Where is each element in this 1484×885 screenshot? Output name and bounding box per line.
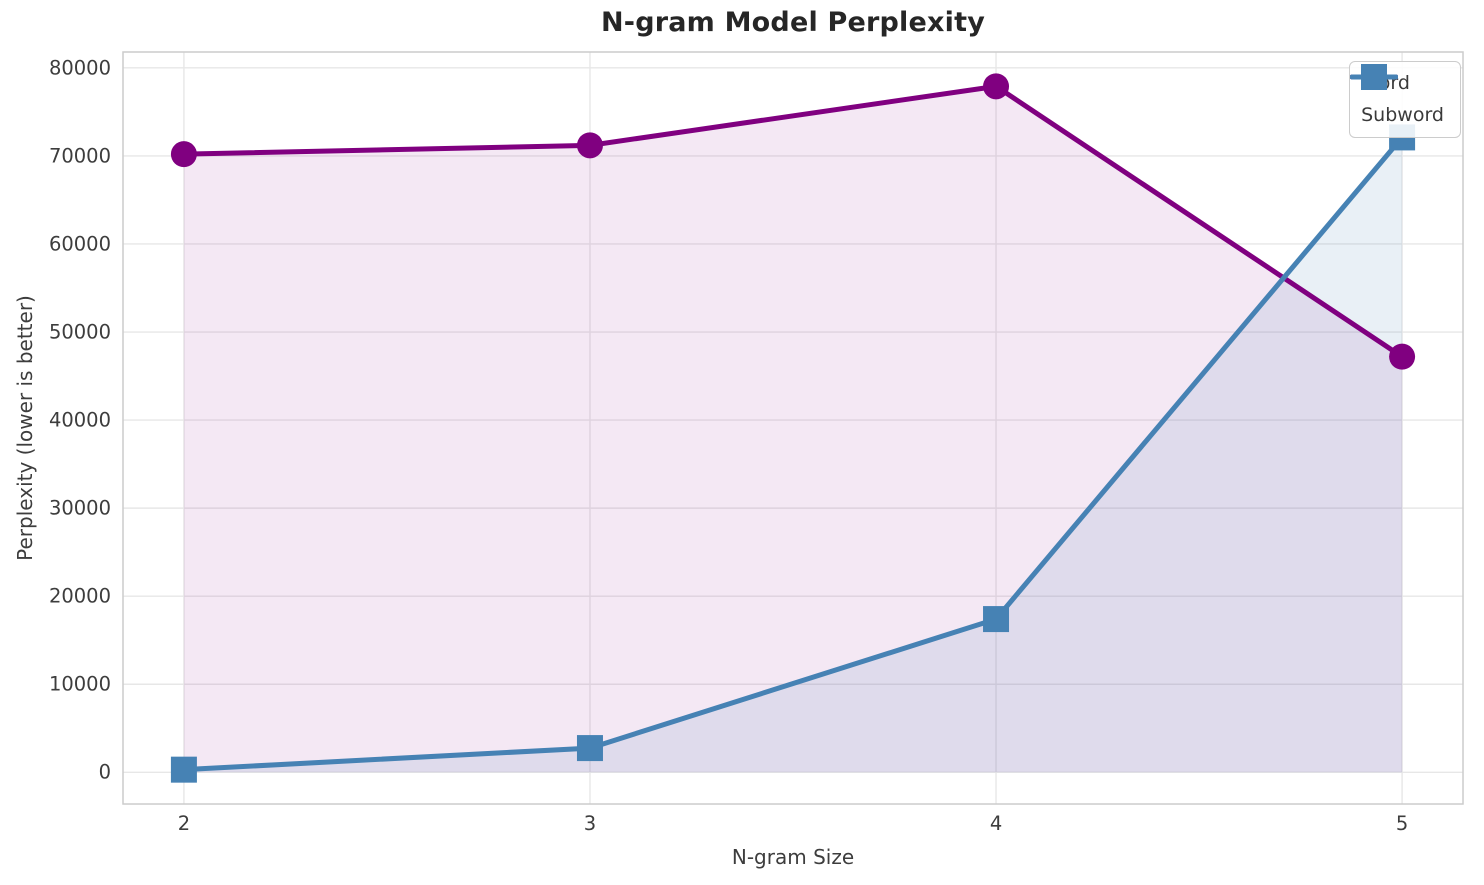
y-tick-label: 70000	[49, 144, 111, 167]
subword-legend-marker-icon	[1350, 64, 1399, 90]
word-marker	[983, 73, 1010, 100]
word-marker	[576, 132, 603, 159]
y-tick-label: 50000	[49, 320, 111, 343]
legend-label-subword: Subword	[1361, 104, 1444, 126]
y-tick-label: 60000	[49, 232, 111, 255]
chart-title: N-gram Model Perplexity	[601, 7, 985, 38]
legend-item-subword: Subword	[1350, 64, 1444, 130]
y-tick-label: 0	[99, 761, 111, 784]
subword-area	[183, 137, 1403, 773]
y-tick-label: 40000	[49, 409, 111, 432]
y-axis-label: Perplexity (lower is better)	[13, 295, 37, 561]
y-tick-label: 10000	[49, 673, 111, 696]
word-area	[183, 86, 1403, 773]
y-tick-label: 30000	[49, 497, 111, 520]
word-marker	[170, 141, 197, 168]
plot-background	[123, 52, 1463, 804]
x-tick-label: 3	[584, 812, 596, 835]
word-line	[181, 83, 1405, 360]
subword-marker	[170, 756, 197, 783]
subword-marker	[576, 735, 603, 762]
x-tick-label: 4	[990, 812, 1002, 835]
plot-border	[122, 51, 1464, 805]
subword-marker	[983, 606, 1010, 633]
legend: WordSubword	[1349, 61, 1461, 138]
word-marker	[1389, 343, 1416, 370]
y-tick-label: 20000	[49, 585, 111, 608]
subword-line	[181, 134, 1405, 773]
x-tick-label: 2	[178, 812, 190, 835]
x-axis-label: N-gram Size	[731, 845, 855, 869]
x-tick-label: 5	[1396, 812, 1408, 835]
y-tick-label: 80000	[49, 56, 111, 79]
